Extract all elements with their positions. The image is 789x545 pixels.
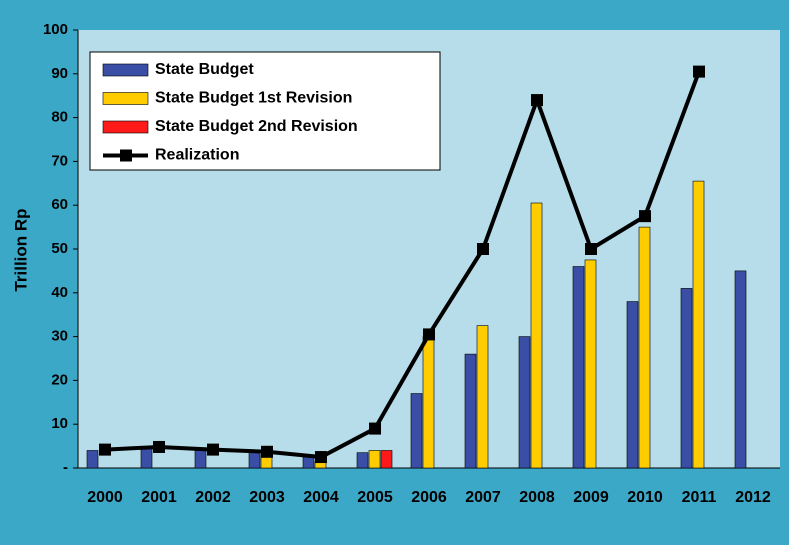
bar bbox=[368, 450, 381, 469]
legend-box bbox=[89, 51, 441, 171]
line-marker bbox=[153, 440, 165, 453]
x-tick-label: 2012 bbox=[735, 489, 771, 506]
y-tick-label: 90 bbox=[51, 65, 68, 82]
x-tick-label: 2004 bbox=[303, 489, 339, 506]
bar bbox=[302, 456, 315, 469]
legend-label: State Budget bbox=[155, 61, 254, 78]
line-marker bbox=[315, 451, 327, 464]
line-marker bbox=[261, 445, 273, 458]
y-tick-label: 10 bbox=[51, 415, 68, 432]
line-marker bbox=[693, 65, 705, 78]
bar bbox=[380, 450, 393, 469]
legend-label: State Budget 2nd Revision bbox=[155, 118, 358, 135]
bar bbox=[410, 393, 423, 469]
y-tick-label: 20 bbox=[51, 371, 68, 388]
line-marker bbox=[207, 443, 219, 456]
line-marker bbox=[369, 422, 381, 435]
y-tick-label: 70 bbox=[51, 152, 68, 169]
line-marker bbox=[639, 210, 651, 223]
line-marker bbox=[423, 328, 435, 341]
y-axis-label: Trillion Rp bbox=[11, 208, 30, 291]
y-tick-label: 50 bbox=[51, 240, 68, 257]
line-marker bbox=[99, 443, 111, 456]
y-tick-label: - bbox=[63, 459, 68, 476]
x-tick-label: 2005 bbox=[357, 489, 393, 506]
bar bbox=[356, 452, 369, 469]
bar bbox=[692, 180, 705, 469]
x-tick-label: 2008 bbox=[519, 489, 555, 506]
legend-label: Realization bbox=[155, 147, 239, 164]
bar bbox=[194, 450, 207, 469]
bar bbox=[140, 447, 153, 469]
legend-swatch bbox=[102, 63, 149, 77]
x-tick-label: 2006 bbox=[411, 489, 447, 506]
legend-swatch bbox=[102, 120, 149, 134]
bar bbox=[86, 450, 99, 469]
x-tick-label: 2003 bbox=[249, 489, 285, 506]
x-tick-label: 2007 bbox=[465, 489, 501, 506]
y-tick-label: 80 bbox=[51, 109, 68, 126]
line-marker bbox=[531, 94, 543, 107]
x-tick-label: 2001 bbox=[141, 489, 177, 506]
bar bbox=[680, 288, 693, 469]
x-tick-label: 2002 bbox=[195, 489, 231, 506]
line-marker bbox=[585, 243, 597, 255]
legend-label: State Budget 1st Revision bbox=[155, 90, 352, 107]
bar bbox=[734, 270, 747, 469]
bar bbox=[464, 353, 477, 469]
bar bbox=[584, 259, 597, 469]
bar bbox=[626, 301, 639, 469]
bar bbox=[530, 202, 543, 469]
y-tick-label: 40 bbox=[51, 284, 68, 301]
bar bbox=[476, 325, 489, 469]
x-tick-label: 2000 bbox=[87, 489, 123, 506]
y-tick-label: 60 bbox=[51, 196, 68, 213]
bar bbox=[638, 226, 651, 469]
line-marker bbox=[477, 243, 489, 255]
bar bbox=[518, 336, 531, 469]
y-tick-label: 30 bbox=[51, 328, 68, 345]
x-tick-label: 2010 bbox=[627, 489, 663, 506]
legend-marker bbox=[120, 149, 132, 162]
line bbox=[104, 70, 701, 460]
x-tick-label: 2009 bbox=[573, 489, 609, 506]
bar bbox=[572, 266, 585, 469]
bar bbox=[422, 336, 435, 469]
x-tick-label: 2011 bbox=[682, 489, 717, 506]
legend-swatch bbox=[102, 92, 149, 105]
y-tick-label: 100 bbox=[43, 21, 68, 38]
